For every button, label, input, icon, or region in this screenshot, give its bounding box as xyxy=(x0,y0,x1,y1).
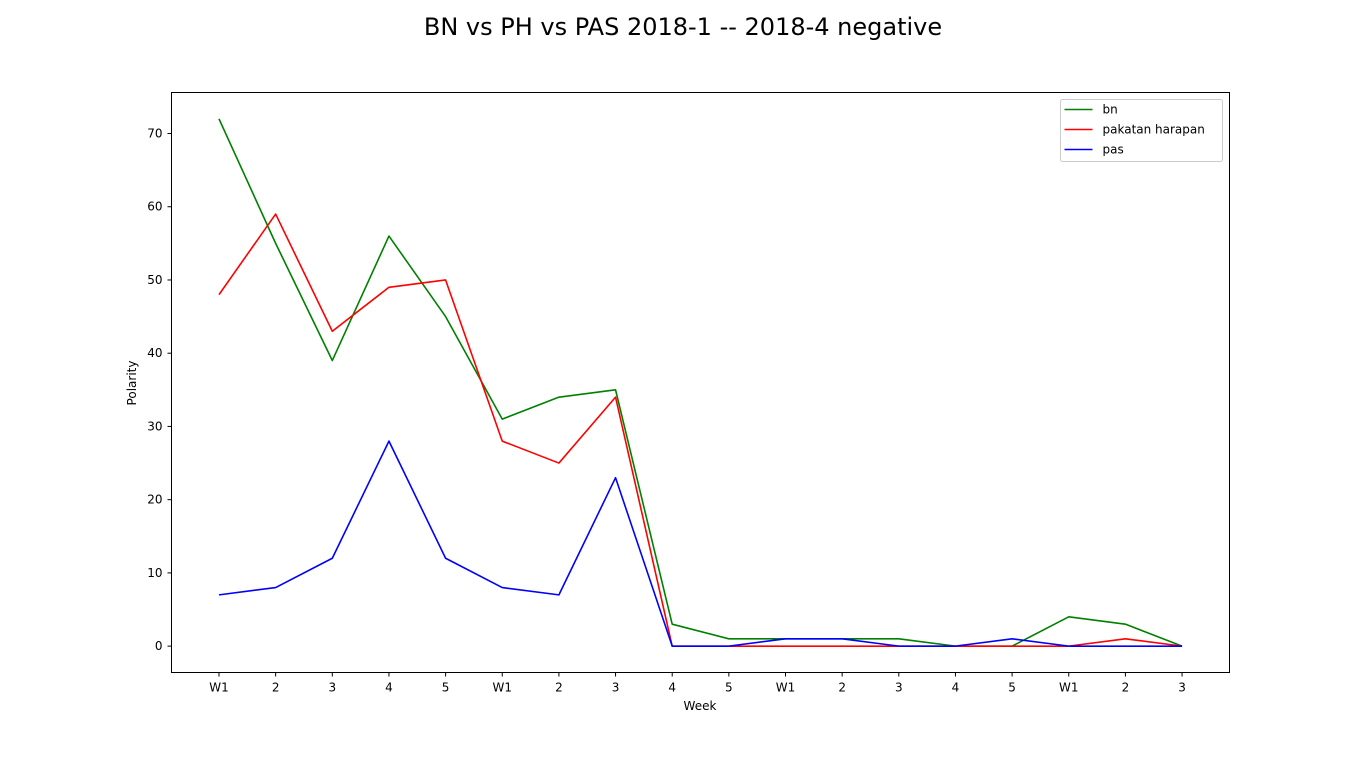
x-tick-label: W1 xyxy=(493,681,513,695)
x-tick-label: 4 xyxy=(668,681,676,695)
legend: bn pakatan harapan pas xyxy=(1060,99,1223,162)
x-tick-label: 5 xyxy=(725,681,733,695)
y-tick-label: 50 xyxy=(147,273,162,287)
x-tick-label: W1 xyxy=(1059,681,1079,695)
x-tick-label: 5 xyxy=(1008,681,1016,695)
x-tick-label: 4 xyxy=(952,681,960,695)
x-tick-label: 2 xyxy=(555,681,563,695)
y-axis-label: Polarity xyxy=(125,361,139,406)
x-tick-label: W1 xyxy=(209,681,229,695)
x-tick-label: 5 xyxy=(442,681,450,695)
x-tick-label: 2 xyxy=(1122,681,1130,695)
legend-box xyxy=(1060,99,1223,162)
x-tick-label: 3 xyxy=(895,681,903,695)
y-tick-label: 20 xyxy=(147,493,162,507)
y-tick-label: 30 xyxy=(147,419,162,433)
y-tick-label: 70 xyxy=(147,127,162,141)
legend-label: pakatan harapan xyxy=(1103,123,1205,137)
x-tick-label: 3 xyxy=(328,681,336,695)
series-line-pakatan-harapan xyxy=(218,213,1183,647)
x-tick-label: 2 xyxy=(272,681,280,695)
y-tick-label: 0 xyxy=(155,639,163,653)
legend-label: pas xyxy=(1103,143,1124,157)
x-axis-label: Week xyxy=(684,699,717,713)
chart-title: BN vs PH vs PAS 2018-1 -- 2018-4 negativ… xyxy=(424,13,942,41)
series-line-bn xyxy=(218,118,1183,647)
y-tick-label: 40 xyxy=(147,346,162,360)
series-line-pas xyxy=(218,440,1183,647)
plot-area-frame xyxy=(171,92,1230,673)
x-tick-label: 3 xyxy=(612,681,620,695)
series-lines xyxy=(218,118,1183,647)
x-tick-label: 2 xyxy=(838,681,846,695)
x-tick-label: W1 xyxy=(776,681,796,695)
x-tick-label: 3 xyxy=(1178,681,1186,695)
y-tick-label: 60 xyxy=(147,200,162,214)
x-tick-label: 4 xyxy=(385,681,393,695)
y-tick-label: 10 xyxy=(147,566,162,580)
legend-label: bn xyxy=(1103,103,1118,117)
